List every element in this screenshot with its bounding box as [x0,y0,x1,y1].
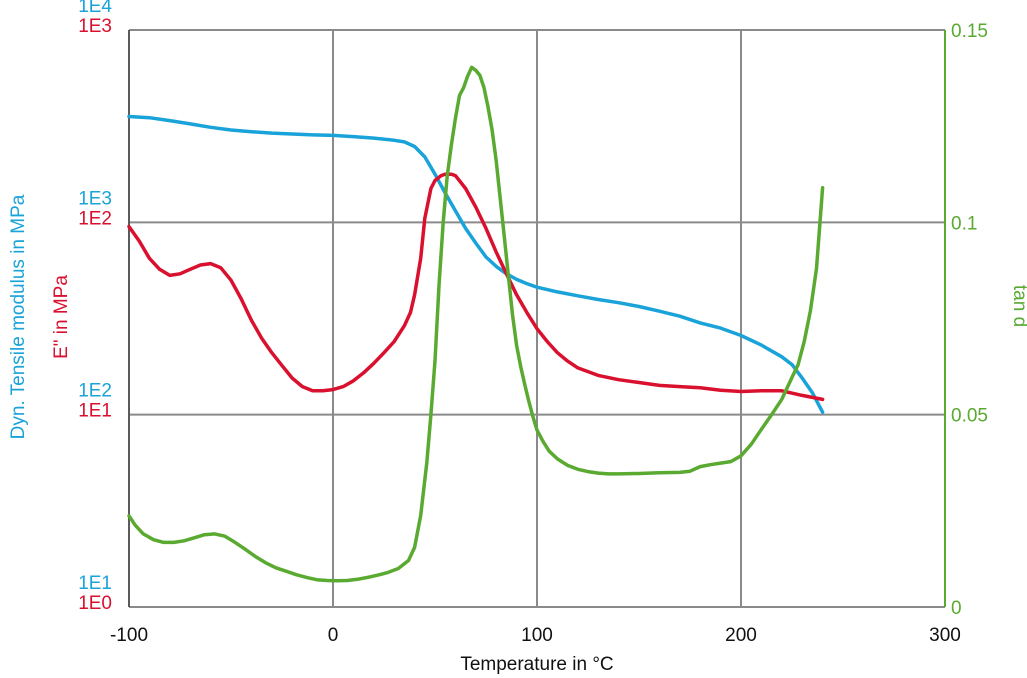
x-tick-label: 0 [328,625,339,646]
x-tick-label: 100 [521,625,553,646]
tick-labels: -100 0 100 200 3001E11E21E31E41E01E11E21E300… [78,0,988,646]
y-tick-label-tand: 0.1 [951,213,977,234]
y-tick-label-modulus: 1E4 [78,0,112,17]
y-tick-label-loss: 1E1 [78,401,112,422]
y-tick-label-tand: 0 [951,598,962,619]
series-line-modulus [127,114,825,414]
y-tick-label-loss: 1E2 [78,208,112,229]
x-axis-title: Temperature in °C [460,654,613,675]
series-line-tand [127,65,825,583]
y-tick-label-loss: 1E0 [78,593,112,614]
y-axis-title-tand: tan d [1009,285,1027,327]
x-tick-label: 300 [929,625,961,646]
x-tick-label: 200 [725,625,757,646]
grid [128,29,946,608]
y-tick-label-modulus: 1E1 [78,573,112,594]
y-axis-title-modulus: Dyn. Tensile modulus in MPa [8,194,29,439]
y-tick-label-modulus: 1E3 [78,188,112,209]
y-tick-label-modulus: 1E2 [78,381,112,402]
x-tick-label: -100 [110,625,148,646]
y-axis-title-loss: E" in MPa [51,275,72,359]
series-layer [127,65,825,583]
y-tick-label-tand: 0.05 [951,406,988,427]
series-line-loss [127,172,825,402]
y-tick-label-loss: 1E3 [78,16,112,37]
y-tick-label-tand: 0.15 [951,21,988,42]
